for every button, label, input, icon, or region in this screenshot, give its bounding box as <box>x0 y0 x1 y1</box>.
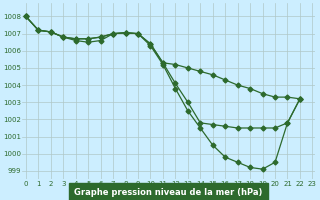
X-axis label: Graphe pression niveau de la mer (hPa): Graphe pression niveau de la mer (hPa) <box>74 188 263 197</box>
